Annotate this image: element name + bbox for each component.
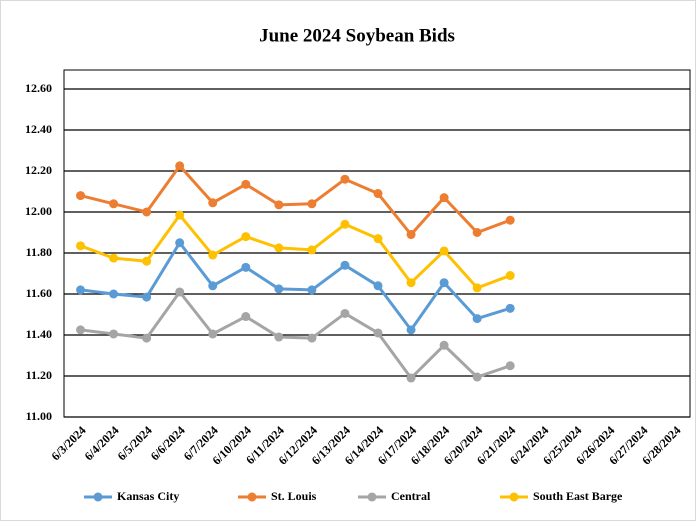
data-point — [142, 333, 152, 343]
data-point — [406, 230, 416, 240]
data-point — [241, 262, 251, 272]
legend-label: South East Barge — [533, 489, 623, 503]
data-point — [274, 332, 284, 342]
legend-label: Kansas City — [117, 489, 179, 503]
data-point — [472, 283, 482, 293]
data-point — [307, 285, 317, 295]
data-point — [340, 219, 350, 229]
data-point — [373, 189, 383, 199]
data-point — [76, 241, 86, 251]
data-point — [76, 325, 86, 335]
data-point — [109, 289, 119, 299]
data-point — [472, 228, 482, 237]
y-tick-label: 11.00 — [26, 409, 52, 423]
data-point — [241, 232, 251, 242]
y-tick-label: 11.20 — [26, 368, 52, 382]
series-line — [80, 290, 511, 380]
data-point — [142, 292, 152, 302]
data-point — [340, 260, 350, 270]
series-line — [80, 164, 511, 237]
data-point — [439, 246, 449, 256]
data-point — [406, 373, 416, 383]
y-tick-label: 12.40 — [25, 122, 52, 136]
data-point — [340, 174, 350, 184]
data-point — [505, 361, 515, 371]
data-point — [109, 253, 119, 263]
data-point — [439, 278, 449, 288]
data-point — [340, 308, 350, 318]
legend-label: Central — [391, 489, 431, 503]
data-point — [175, 238, 185, 248]
data-point — [241, 312, 251, 322]
data-point — [241, 179, 251, 189]
data-point — [208, 329, 218, 339]
legend-marker — [509, 492, 519, 502]
data-point — [406, 278, 416, 288]
chart-title: June 2024 Soybean Bids — [259, 25, 455, 46]
data-point — [109, 329, 119, 339]
data-point — [76, 191, 86, 201]
data-point — [373, 328, 383, 338]
data-point — [472, 314, 482, 324]
series-line — [80, 213, 511, 290]
legend-label: St. Louis — [271, 489, 317, 503]
data-point — [373, 234, 383, 244]
data-point — [406, 325, 416, 335]
data-point — [472, 372, 482, 382]
data-point — [208, 198, 218, 208]
data-point — [175, 161, 185, 171]
series-line — [80, 241, 511, 332]
data-point — [274, 284, 284, 294]
legend-marker — [247, 492, 257, 502]
data-point — [175, 210, 185, 220]
data-point — [505, 271, 515, 281]
data-point — [208, 281, 218, 291]
legend-marker — [93, 492, 103, 502]
data-point — [307, 245, 317, 255]
data-point — [109, 199, 119, 209]
data-point — [274, 200, 284, 210]
y-tick-label: 12.00 — [25, 204, 52, 218]
data-point — [505, 303, 515, 313]
data-point — [274, 243, 284, 253]
data-point — [439, 340, 449, 350]
data-point — [439, 193, 449, 203]
y-tick-label: 12.20 — [25, 163, 52, 177]
data-point — [307, 199, 317, 209]
y-tick-label: 12.60 — [25, 81, 52, 95]
y-tick-label: 11.80 — [26, 245, 52, 259]
y-tick-label: 11.40 — [26, 327, 52, 341]
data-point — [373, 281, 383, 291]
data-point — [505, 215, 515, 225]
data-point — [307, 333, 317, 343]
y-tick-label: 11.60 — [26, 286, 52, 300]
data-point — [175, 287, 185, 297]
data-point — [142, 207, 152, 217]
data-point — [208, 250, 218, 260]
legend-marker — [367, 492, 377, 502]
data-point — [142, 256, 152, 266]
data-point — [76, 285, 86, 295]
